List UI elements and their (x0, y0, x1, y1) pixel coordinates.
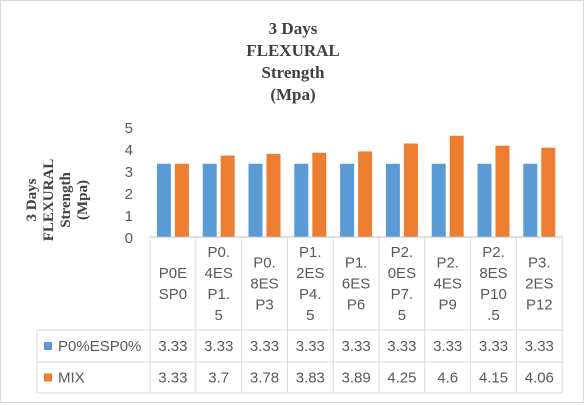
category-label-line: 5 (398, 307, 406, 324)
category-label-line: 6ES (342, 276, 370, 293)
category-label-line: 4ES (205, 265, 233, 282)
bar-series1 (477, 163, 492, 237)
category-label: P3. 2ES P12 (525, 255, 553, 314)
data-label: 3.89 (341, 370, 370, 387)
category-label-line: 5 (215, 307, 223, 324)
category-label-line: SP0 (159, 286, 187, 303)
chart-title-line: Strength (261, 63, 325, 82)
category-label-line: P12 (526, 297, 553, 314)
data-label: 3.33 (296, 338, 325, 355)
category-label-line: P9 (439, 297, 457, 314)
category-label: P0E SP0 (159, 265, 187, 303)
category-label-line: 4ES (434, 276, 462, 293)
data-label: 3.7 (208, 370, 229, 387)
category-label-line: 8ES (479, 265, 507, 282)
category-label: P1. 6ES P6 (342, 255, 370, 314)
category-label-line: P3. (528, 255, 551, 272)
bar-series1 (340, 163, 355, 237)
data-label: 3.33 (341, 338, 370, 355)
data-label: 4.6 (437, 370, 458, 387)
bar-series1 (523, 163, 538, 237)
category-label-line: P10 (480, 286, 507, 303)
data-label: 3.83 (296, 370, 325, 387)
category-label-line: 8ES (250, 276, 278, 293)
category-label: P1. 2ES P4. 5 (296, 244, 324, 324)
chart-title-line: FLEXURAL (246, 41, 340, 60)
y-tick-label: 3 (125, 164, 133, 181)
bar-series2 (312, 152, 327, 237)
data-label: 3.33 (158, 338, 187, 355)
category-label-line: P2. (391, 244, 414, 261)
y-tick-label: 5 (125, 120, 133, 137)
bar-series2 (220, 155, 235, 237)
category-label-line: P0. (207, 244, 230, 261)
category-label-line: P1. (345, 255, 368, 272)
data-label: 3.33 (158, 370, 187, 387)
bar-series1 (431, 163, 446, 237)
category-label-line: P7. (391, 286, 414, 303)
category-label: P2. 0ES P7. 5 (388, 244, 416, 324)
bar-series1 (294, 163, 309, 237)
chart-title-line: 3 Days (268, 19, 318, 38)
y-tick-label: 4 (125, 142, 133, 159)
category-label-line: 2ES (296, 265, 324, 282)
data-label: 3.78 (250, 370, 279, 387)
data-label: 4.06 (525, 370, 554, 387)
bar-series2 (174, 163, 189, 237)
bar-series1 (248, 163, 263, 237)
y-tick-label: 2 (125, 186, 133, 203)
category-label-line: P4. (299, 286, 322, 303)
bar-series2 (541, 147, 556, 237)
bar-series2 (403, 143, 418, 237)
data-label: 3.33 (204, 338, 233, 355)
category-label-line: P2. (436, 255, 459, 272)
bar-series1 (385, 163, 400, 237)
y-axis: 0 1 2 3 4 5 (125, 120, 133, 247)
bar-series1 (202, 163, 217, 237)
category-label-line: P1. (299, 244, 322, 261)
data-label: 3.33 (433, 338, 462, 355)
data-label: 4.15 (479, 370, 508, 387)
legend-key (44, 373, 52, 382)
chart-title-line: (Mpa) (270, 85, 316, 104)
category-label: P2. 8ES P10 .5 (479, 244, 507, 324)
legend-label: MIX (58, 370, 85, 387)
category-label-line: P3 (255, 297, 273, 314)
chart-title: 3 Days FLEXURAL Strength (Mpa) (228, 18, 358, 106)
data-label: 3.33 (525, 338, 554, 355)
category-label-line: P0E (159, 265, 187, 282)
category-label-line: P2. (482, 244, 505, 261)
category-label-line: 5 (306, 307, 314, 324)
bar-series1 (156, 163, 171, 237)
bar-series2 (449, 135, 464, 237)
category-label-line: 0ES (388, 265, 416, 282)
category-label-line: .5 (487, 307, 500, 324)
legend-label: P0%ESP0% (58, 338, 141, 355)
y-tick-label: 0 (125, 230, 133, 247)
legend-key (44, 342, 52, 350)
category-label-line: P0. (253, 255, 276, 272)
category-label-line: P6 (347, 297, 365, 314)
category-label-line: P1. (207, 286, 230, 303)
category-label-line: 2ES (525, 276, 553, 293)
category-label: P0. 4ES P1. 5 (205, 244, 233, 324)
bars (156, 135, 556, 237)
category-label: P0. 8ES P3 (250, 255, 278, 314)
bar-series2 (495, 145, 510, 237)
bar-series2 (266, 153, 281, 237)
y-tick-label: 1 (125, 208, 133, 225)
data-label: 3.33 (479, 338, 508, 355)
data-label: 3.33 (387, 338, 416, 355)
data-label: 4.25 (387, 370, 416, 387)
bar-series2 (358, 151, 373, 237)
data-label: 3.33 (250, 338, 279, 355)
category-label: P2. 4ES P9 (434, 255, 462, 314)
